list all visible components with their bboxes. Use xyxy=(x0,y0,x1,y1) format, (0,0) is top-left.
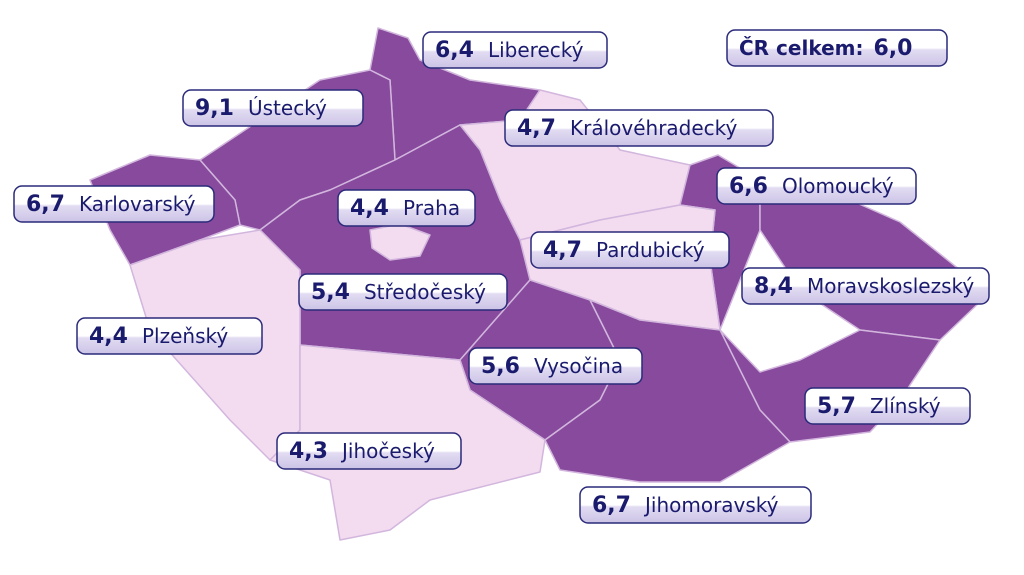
region-label-value: 5,6 xyxy=(481,354,520,379)
region-label-name: Vysočina xyxy=(534,354,623,378)
region-label-value: 6,7 xyxy=(26,192,65,217)
region-label-text: 6,7 Jihomoravský xyxy=(592,493,779,519)
region-label-box xyxy=(579,486,812,524)
region-label-name: Praha xyxy=(403,196,460,220)
region-label-box xyxy=(76,317,263,355)
total-value: 6,0 xyxy=(873,36,912,61)
region-label-name: Zlínský xyxy=(870,394,941,418)
total-name: ČR celkem: xyxy=(739,36,863,60)
region-label-text: 4,3 Jihočeský xyxy=(289,439,435,465)
region-label-name: Moravskoslezský xyxy=(807,274,974,298)
region-label-text: 6,7 Karlovarský xyxy=(26,192,196,218)
region-label-text: 5,7 Zlínský xyxy=(817,394,941,420)
region-label-box xyxy=(468,347,643,385)
region-label-box xyxy=(504,109,774,147)
region-label-box xyxy=(276,432,462,470)
region-label-text: 6,4 Liberecký xyxy=(435,38,584,64)
region-label-name: Jihočeský xyxy=(340,439,435,463)
region-label-box xyxy=(804,387,971,425)
region-label-box xyxy=(716,167,917,205)
region-label-box xyxy=(298,273,508,311)
region-label-box xyxy=(337,189,476,227)
region-label-name: Středočeský xyxy=(364,280,486,304)
region-label-name: Olomoucký xyxy=(782,174,894,198)
total-box xyxy=(726,29,948,67)
region-label-value: 4,4 xyxy=(350,196,389,221)
region-label-text: 4,4 Praha xyxy=(350,196,460,222)
region-label-box xyxy=(530,231,730,269)
region-label-value: 8,4 xyxy=(754,274,793,299)
region-label-value: 4,7 xyxy=(543,238,582,263)
region-label-text: 9,1 Ústecký xyxy=(195,96,327,122)
region-label-value: 6,7 xyxy=(592,493,631,518)
region-label-text: 5,4 Středočeský xyxy=(311,280,486,306)
region-label-name: Pardubický xyxy=(596,238,705,262)
region-label-name: Ústecký xyxy=(248,96,327,120)
region-label-box xyxy=(422,31,608,69)
region-label-name: Liberecký xyxy=(488,38,584,62)
region-label-value: 4,4 xyxy=(89,324,128,349)
region-label-text: 8,4 Moravskoslezský xyxy=(754,274,974,300)
region-label-name: Karlovarský xyxy=(79,192,196,216)
region-label-name: Plzeňský xyxy=(142,324,228,348)
region-label-text: 4,7 Královéhradecký xyxy=(517,116,738,142)
region-label-value: 9,1 xyxy=(195,96,234,121)
total-text: ČR celkem: 6,0 xyxy=(739,36,912,62)
region-label-box xyxy=(741,267,990,305)
region-label-value: 4,3 xyxy=(289,439,328,464)
region-label-text: 6,6 Olomoucký xyxy=(729,174,894,200)
region-label-box xyxy=(13,185,215,223)
region-label-value: 6,6 xyxy=(729,174,768,199)
region-label-value: 6,4 xyxy=(435,38,474,63)
region xyxy=(544,299,791,483)
region-label-box xyxy=(182,89,364,127)
labels: 6,4 Liberecký 9,1 Ústecký 4,7 Královéhradecký… xyxy=(13,29,990,524)
region-label-text: 4,7 Pardubický xyxy=(543,238,705,264)
region-label-value: 5,4 xyxy=(311,280,350,305)
region-label-value: 5,7 xyxy=(817,394,856,419)
region-label-text: 5,6 Vysočina xyxy=(481,354,623,380)
region-label-name: Jihomoravský xyxy=(643,493,779,517)
region-label-text: 4,4 Plzeňský xyxy=(89,324,228,350)
region-label-name: Královéhradecký xyxy=(570,116,738,140)
region-label-value: 4,7 xyxy=(517,116,556,141)
